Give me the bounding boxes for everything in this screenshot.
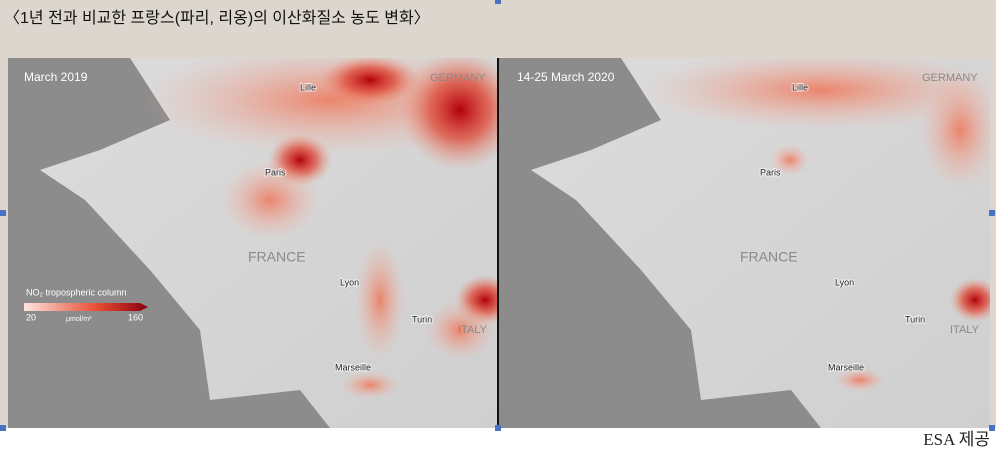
map-label: Marseille xyxy=(828,362,864,372)
map-label: Paris xyxy=(760,167,781,177)
color-bar xyxy=(24,303,148,311)
legend-max: 160 xyxy=(128,312,143,322)
map-label: Lyon xyxy=(835,277,854,287)
map-label: FRANCE xyxy=(740,249,798,265)
title: 〈1년 전과 비교한 프랑스(파리, 리옹)의 이산화질소 농도 변화〉 xyxy=(4,9,430,27)
map-label: GERMANY xyxy=(430,72,486,84)
map-label: Paris xyxy=(265,167,286,177)
map-label: ITALY xyxy=(458,324,488,336)
legend: NO₂ tropospheric column 20 μmol/m² 160 xyxy=(24,287,148,323)
map-label: Lille xyxy=(792,82,808,92)
caption: ESA 제공 xyxy=(923,430,990,449)
map-label: Lyon xyxy=(340,277,359,287)
legend-unit: μmol/m² xyxy=(66,316,92,323)
legend-title: NO₂ tropospheric column xyxy=(26,287,127,297)
legend-min: 20 xyxy=(26,312,36,322)
map-2020 xyxy=(499,58,990,428)
map-date: March 2019 xyxy=(24,70,88,84)
selection-handles xyxy=(0,0,995,431)
map-label: Lille xyxy=(300,82,316,92)
map-label: FRANCE xyxy=(248,249,306,265)
map-label: Turin xyxy=(905,314,925,324)
map-2019 xyxy=(8,58,497,428)
map-date: 14-25 March 2020 xyxy=(517,70,615,84)
map-label: Turin xyxy=(412,314,432,324)
map-label: ITALY xyxy=(950,324,980,336)
map-label: GERMANY xyxy=(922,72,978,84)
map-label: Marseille xyxy=(335,362,371,372)
